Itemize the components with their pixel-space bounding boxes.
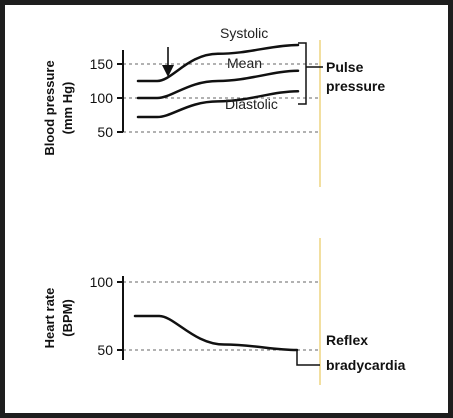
- y-tick-label-50: 50: [97, 342, 113, 358]
- hr-ticks: 100 50: [90, 274, 123, 358]
- pulse-pressure-bracket: [298, 42, 323, 105]
- bp-diastolic-line: [136, 89, 300, 119]
- blood-pressure-chart: 150 100 50 Blood pressure (mm Hg) Systolic…: [42, 25, 385, 187]
- bp-ylabel-line1: Blood pressure: [42, 60, 57, 155]
- intervention-arrow: [162, 47, 174, 77]
- bradycardia-pointer: [296, 350, 320, 366]
- hr-series-0-line: [133, 314, 299, 352]
- bp-ticks: 150 100 50: [90, 56, 123, 140]
- y-tick-label-150: 150: [90, 56, 114, 72]
- bp-systolic-line: [136, 43, 300, 83]
- systolic-label: Systolic: [220, 25, 268, 41]
- hr-ylabel-line1: Heart rate: [42, 288, 57, 349]
- y-tick-label-100: 100: [90, 90, 114, 106]
- hr-ylabel-line2: (BPM): [60, 299, 75, 337]
- hr-series-lines: [133, 314, 299, 352]
- bradycardia-label: bradycardia: [326, 357, 406, 373]
- pressure-label: pressure: [326, 78, 385, 94]
- y-tick-label-100: 100: [90, 274, 114, 290]
- reflex-label: Reflex: [326, 332, 368, 348]
- bp-series-lines: [136, 43, 300, 119]
- bp-ylabel-line2: (mm Hg): [60, 82, 75, 135]
- diastolic-label: Diastolic: [225, 96, 278, 112]
- bp-mean-line: [136, 69, 300, 100]
- pulse-label: Pulse: [326, 59, 364, 75]
- mean-label: Mean: [227, 55, 262, 71]
- y-tick-label-50: 50: [97, 124, 113, 140]
- heart-rate-chart: 100 50 Heart rate (BPM) Reflex bradycardi…: [42, 238, 406, 385]
